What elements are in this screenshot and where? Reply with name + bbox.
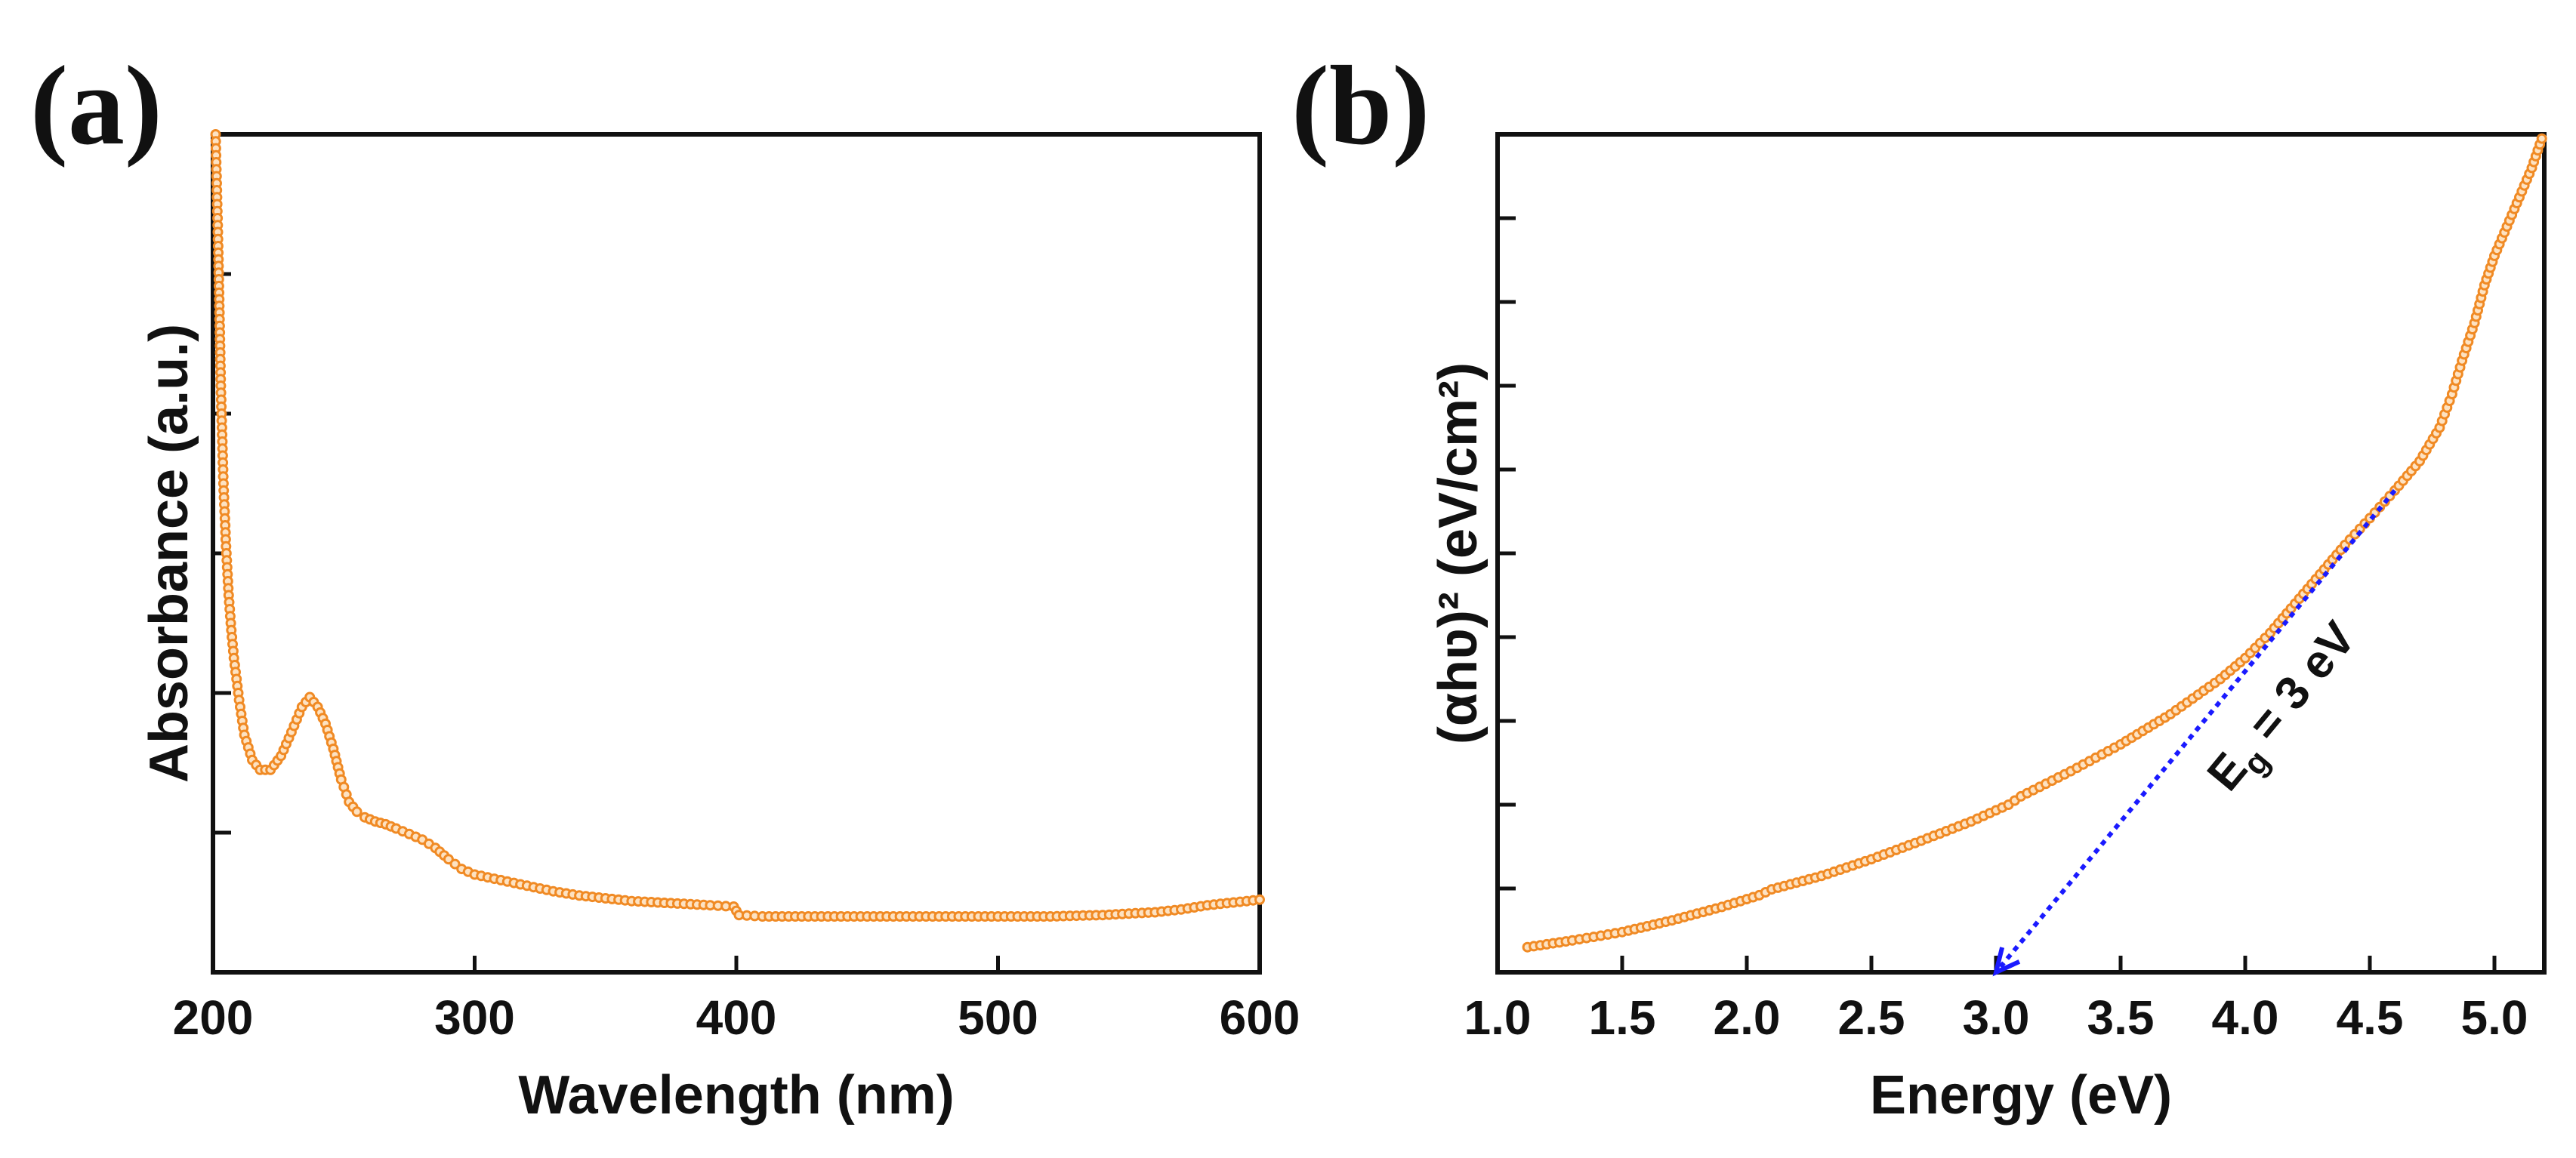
panel-b-x-tick-labels: 1.0 1.5 2.0 2.5 3.0 3.5 4.0 4.5 5.0 — [1464, 990, 2528, 1045]
panel-b-label: (b) — [1291, 43, 1430, 168]
panel-a-data-point — [1254, 894, 1265, 905]
panel-a-data-point — [351, 806, 362, 818]
panel-b-series-line — [1527, 137, 2544, 949]
panel-b-x-tick-label: 1.5 — [1589, 990, 1656, 1045]
panel-a-x-ticks — [211, 956, 1262, 972]
panel-b-x-tick-label: 2.5 — [1838, 990, 1905, 1045]
panel-a-y-axis-title: Absorbance (a.u.) — [139, 324, 199, 783]
panel-a-label: (a) — [30, 43, 162, 168]
panel-a-series — [210, 129, 1265, 922]
panel-b-x-tick-label: 3.0 — [1963, 990, 2030, 1045]
panel-a-x-tick-label: 300 — [434, 990, 515, 1045]
panel-a-x-tick-label: 200 — [173, 990, 254, 1045]
panel-a-x-axis-title: Wavelength (nm) — [518, 1065, 954, 1126]
panel-b-x-axis-title: Energy (eV) — [1870, 1065, 2172, 1126]
panel-b-series — [1522, 133, 2547, 953]
panel-a-data-point — [449, 858, 461, 870]
panel-a-series-line — [214, 134, 1260, 918]
panel-a-x-tick-label: 400 — [696, 990, 777, 1045]
bandgap-arrowhead — [1992, 947, 2021, 977]
panel-b-y-axis-title: (αhʋ)² (eV/cm²) — [1428, 362, 1489, 744]
panel-b: (b) 1.0 1.5 2.0 2.5 3.0 3.5 4.0 4.5 5.0 Eg = 3 e… — [1291, 43, 2547, 1126]
panel-a-x-tick-labels: 200 300 400 500 600 — [173, 990, 1300, 1045]
panel-b-data-point — [2536, 133, 2547, 144]
panel-b-x-tick-label: 4.5 — [2337, 990, 2404, 1045]
panel-b-x-tick-label: 4.0 — [2212, 990, 2279, 1045]
bandgap-annotation: Eg = 3 eV — [2198, 612, 2373, 806]
bandgap-annotation-value: = 3 eV — [2230, 612, 2366, 761]
panel-b-x-ticks — [1495, 956, 2497, 972]
panel-b-x-tick-label: 1.0 — [1464, 990, 1532, 1045]
panel-a-x-tick-label: 600 — [1220, 990, 1300, 1045]
panel-b-y-ticks — [1498, 216, 1516, 891]
panel-b-x-tick-label: 3.5 — [2087, 990, 2155, 1045]
panel-b-plot-frame — [1495, 132, 2547, 975]
panel-a: (a) 200 300 400 500 600 Wavelength (nm) Abso… — [30, 43, 1300, 1126]
panel-a-x-tick-label: 500 — [958, 990, 1038, 1045]
bandgap-fit-line — [1994, 488, 2397, 974]
panel-b-x-tick-label: 5.0 — [2461, 990, 2528, 1045]
panel-b-fit-line-group — [1992, 488, 2397, 977]
panel-a-plot-frame — [211, 132, 1262, 975]
panel-b-x-tick-label: 2.0 — [1714, 990, 1781, 1045]
